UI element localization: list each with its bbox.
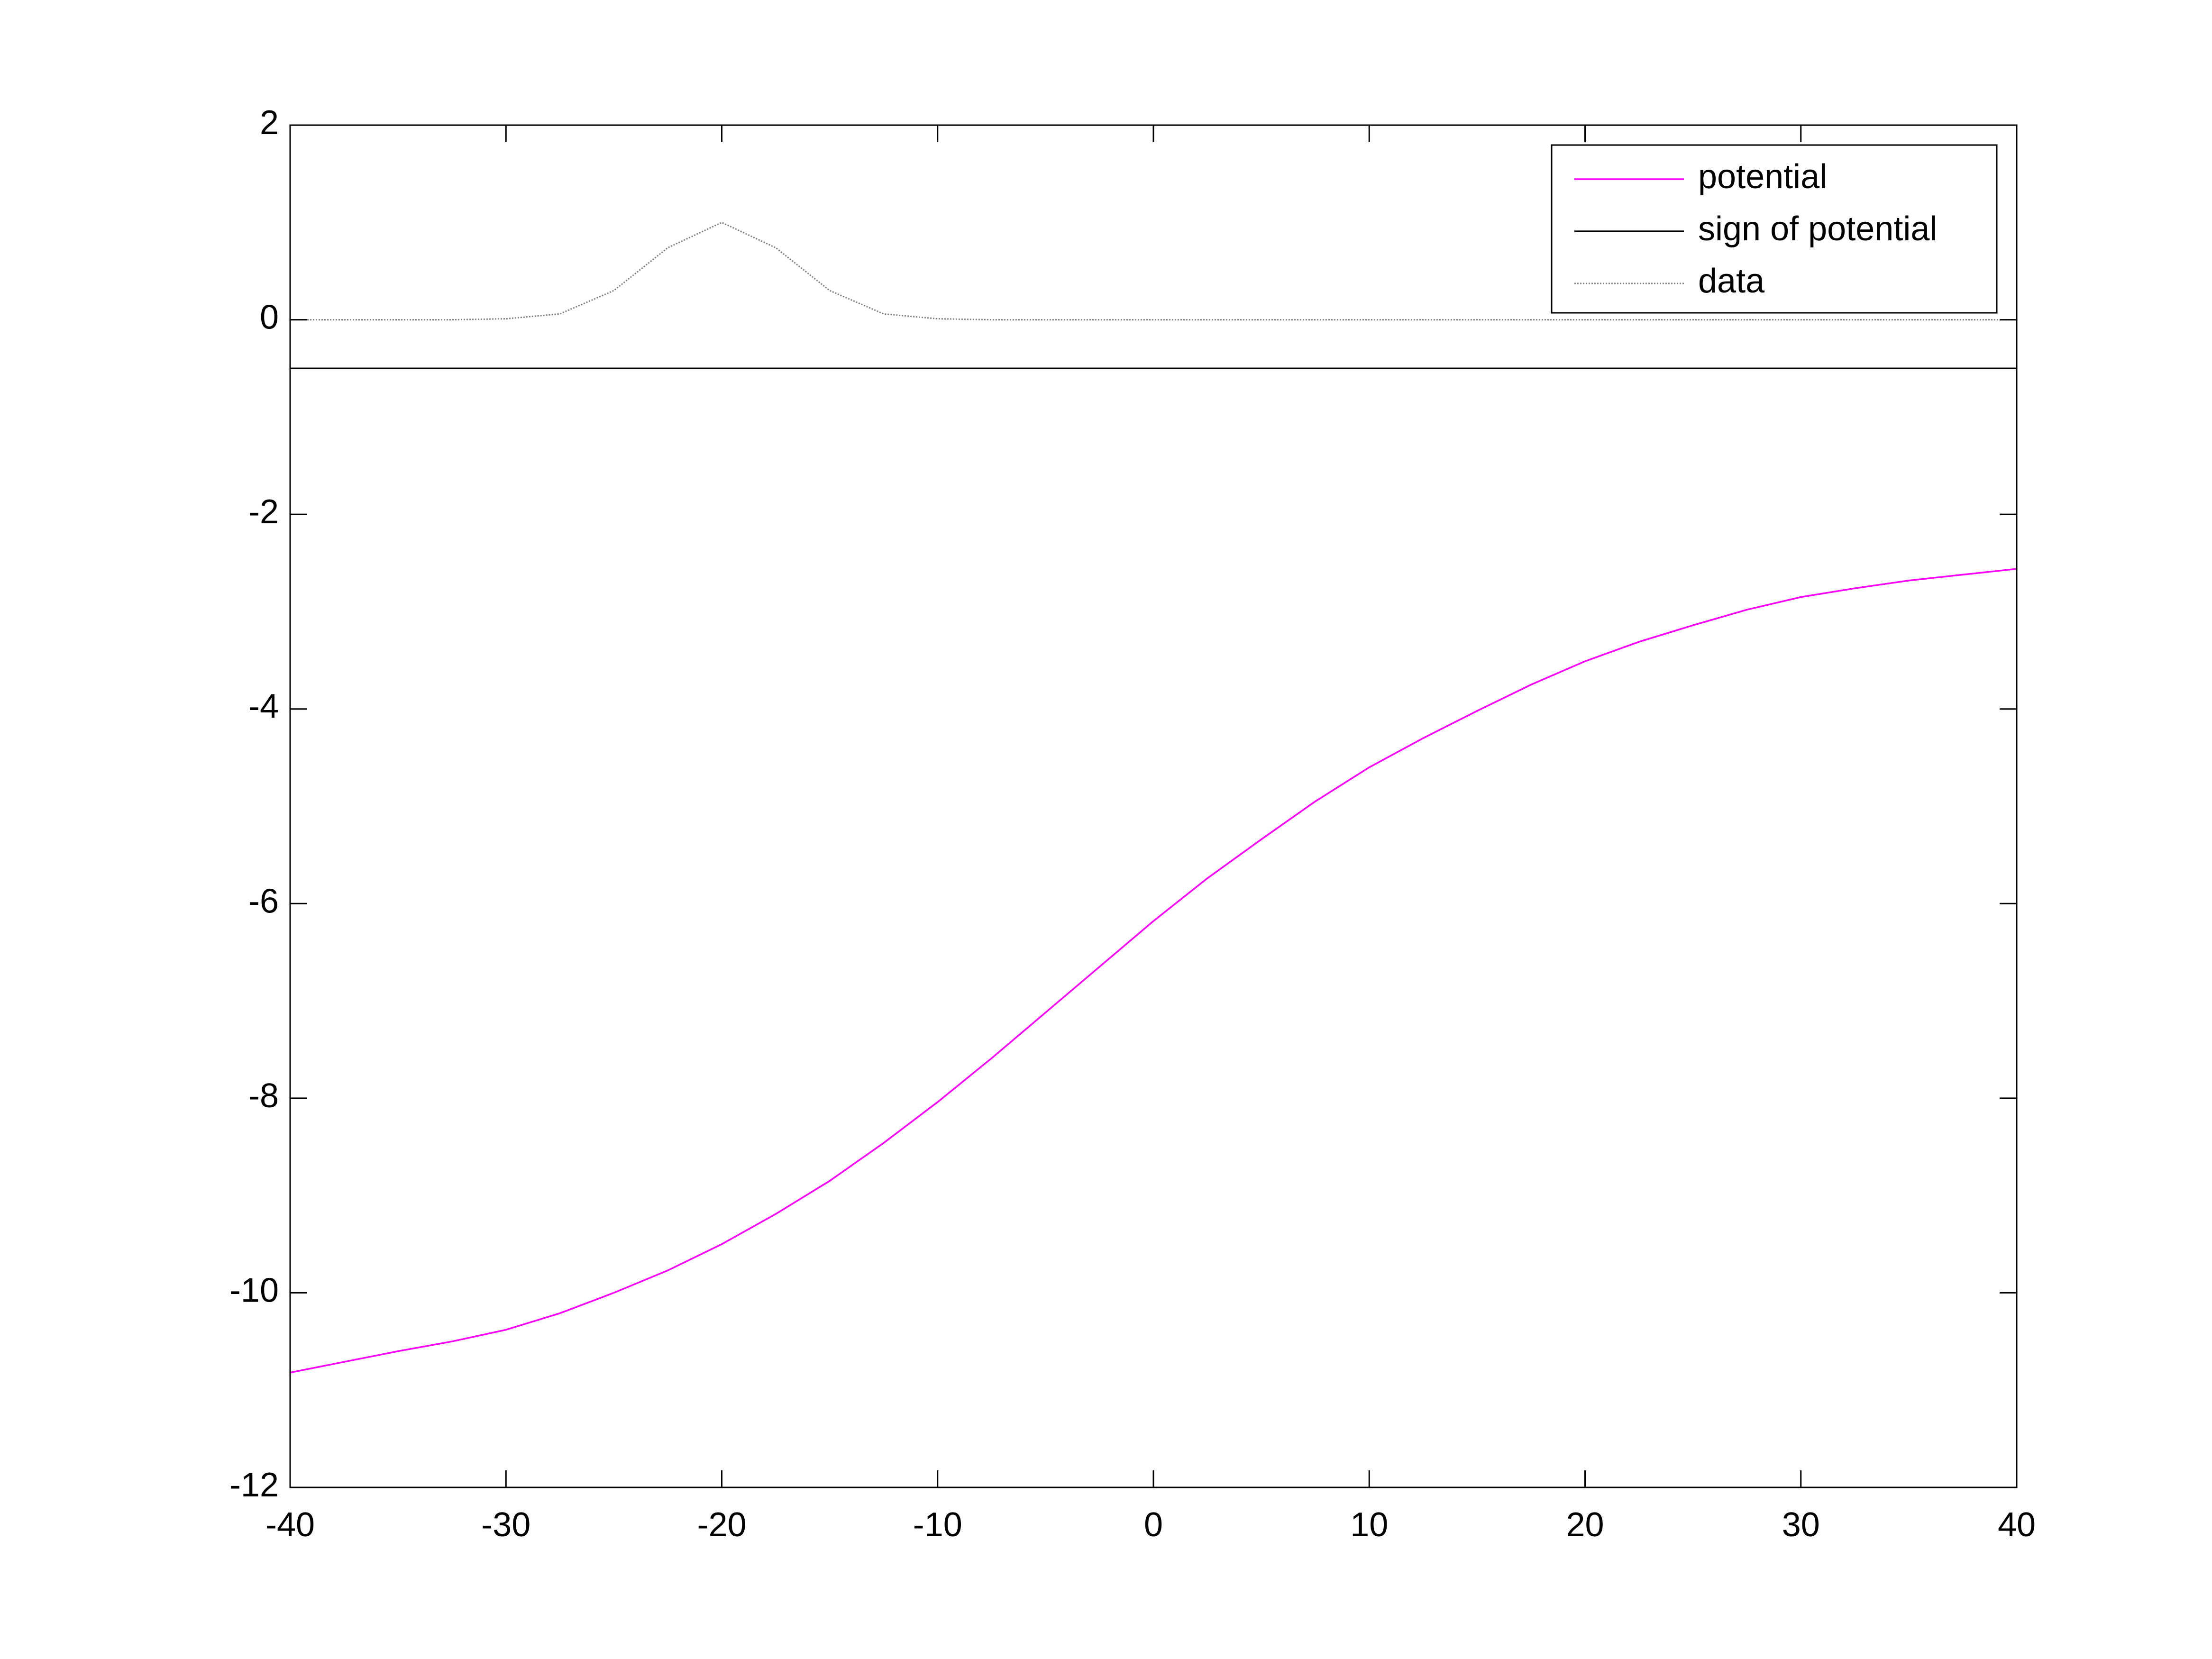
x-tick-label: 30 (1782, 1506, 1820, 1544)
legend: potential sign of potential data (1551, 144, 1998, 314)
x-tick-label: -40 (265, 1506, 315, 1544)
x-tick-label: 10 (1350, 1506, 1388, 1544)
x-tick-label: 20 (1566, 1506, 1604, 1544)
y-tick-label: -6 (248, 882, 279, 920)
y-tick-label: -10 (229, 1271, 279, 1309)
y-tick-label: -12 (229, 1466, 279, 1504)
x-tick-label: 0 (1144, 1506, 1163, 1544)
legend-label: sign of potential (1698, 210, 1937, 248)
y-tick-label: -4 (248, 688, 279, 726)
line-series (290, 568, 2017, 1374)
x-tick-label: -20 (697, 1506, 746, 1544)
x-tick-label: -30 (481, 1506, 530, 1544)
legend-label: potential (1698, 158, 1827, 196)
y-tick-label: 2 (260, 104, 279, 142)
y-tick-label: 0 (260, 299, 279, 337)
y-tick-label: -8 (248, 1077, 279, 1115)
x-tick-label: 40 (1998, 1506, 2036, 1544)
x-tick-label: -10 (913, 1506, 962, 1544)
y-tick-label: -2 (248, 493, 279, 531)
legend-box (1551, 144, 1998, 314)
legend-label: data (1698, 262, 1765, 300)
